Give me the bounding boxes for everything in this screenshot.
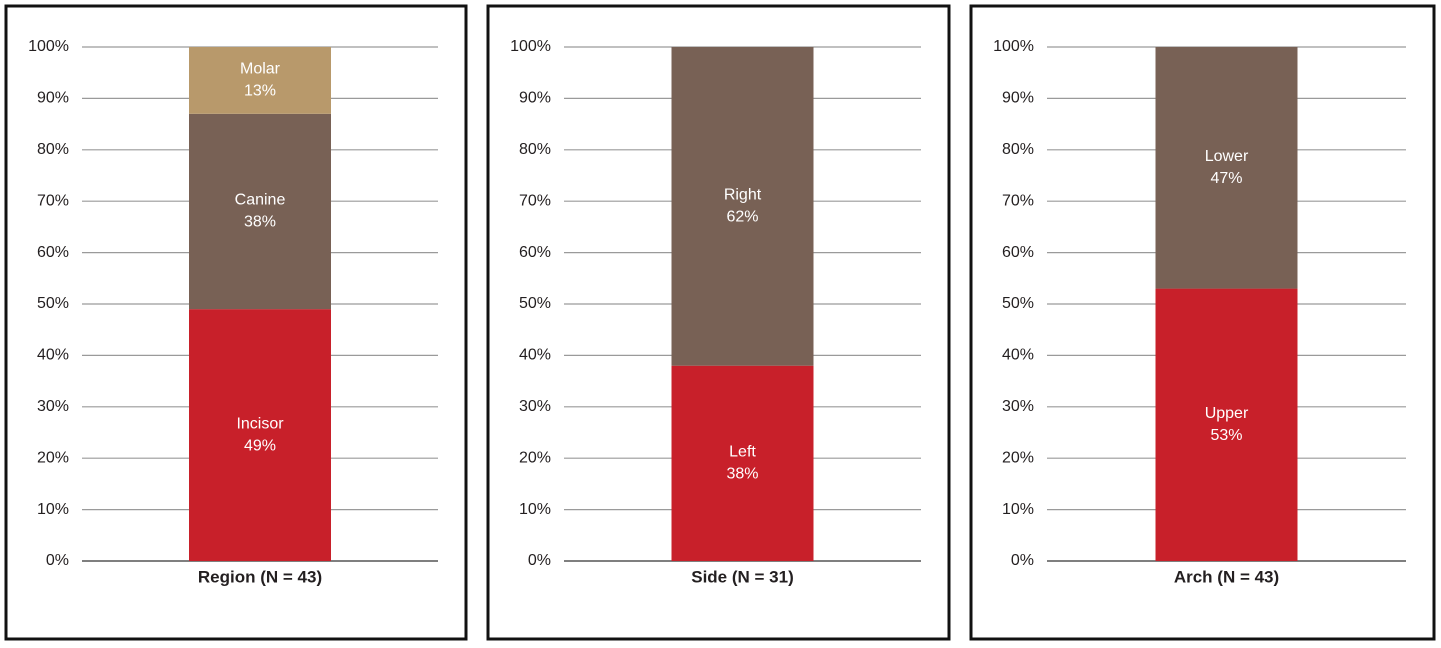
segment-value-label: 47%	[1210, 170, 1242, 187]
bar-segment	[671, 365, 814, 561]
y-tick-label: 70%	[37, 192, 69, 209]
bar-segment	[189, 113, 331, 310]
segment-name: Left	[729, 444, 756, 461]
y-tick-label: 0%	[46, 552, 69, 569]
y-tick-label: 40%	[1002, 347, 1034, 364]
bar-segment	[189, 47, 331, 114]
y-tick-label: 30%	[1002, 398, 1034, 415]
segment-value-label: 49%	[244, 437, 276, 454]
segment-name: Right	[724, 187, 762, 204]
y-tick-label: 20%	[37, 449, 69, 466]
y-tick-label: 40%	[519, 347, 551, 364]
panel-border	[4, 4, 468, 641]
segment-name: Upper	[1205, 405, 1249, 422]
y-tick-label: 20%	[519, 449, 551, 466]
y-tick-label: 10%	[1002, 501, 1034, 518]
y-tick-label: 50%	[37, 295, 69, 312]
y-tick-label: 10%	[519, 501, 551, 518]
y-tick-label: 60%	[37, 244, 69, 261]
segment-name: Lower	[1205, 148, 1249, 165]
y-tick-label: 50%	[1002, 295, 1034, 312]
y-tick-label: 90%	[37, 90, 69, 107]
panel-border	[969, 4, 1436, 641]
x-category-label: Region (N = 43)	[198, 567, 322, 586]
y-tick-label: 70%	[519, 192, 551, 209]
y-tick-label: 100%	[993, 38, 1034, 55]
x-category-label: Arch (N = 43)	[1174, 567, 1279, 586]
y-tick-label: 0%	[528, 552, 551, 569]
segment-name: Incisor	[236, 415, 284, 432]
segment-value-label: 13%	[244, 83, 276, 100]
y-tick-label: 90%	[1002, 90, 1034, 107]
y-tick-label: 60%	[519, 244, 551, 261]
y-tick-label: 70%	[1002, 192, 1034, 209]
y-tick-label: 50%	[519, 295, 551, 312]
y-tick-label: 40%	[37, 347, 69, 364]
y-tick-label: 90%	[519, 90, 551, 107]
bar-segment	[1155, 288, 1298, 561]
bar-segment	[1155, 47, 1298, 289]
segment-value-label: 62%	[726, 209, 758, 226]
y-tick-label: 30%	[37, 398, 69, 415]
y-tick-label: 100%	[28, 38, 69, 55]
chart-panel: 0% 10% 20% 30% 40% 50% 60% 70% 80% 90% 100% Side (N…	[486, 4, 951, 641]
segment-value-label: 38%	[244, 214, 276, 231]
y-tick-label: 60%	[1002, 244, 1034, 261]
x-category-label: Side (N = 31)	[691, 567, 794, 586]
segment-name: Molar	[240, 61, 281, 78]
segment-name: Canine	[235, 192, 286, 209]
bar-segment	[671, 47, 814, 366]
y-tick-label: 80%	[519, 141, 551, 158]
segment-value-label: 38%	[726, 466, 758, 483]
bar-segment	[189, 309, 331, 561]
segment-value-label: 53%	[1210, 427, 1242, 444]
y-tick-label: 30%	[519, 398, 551, 415]
panel-border	[486, 4, 951, 641]
y-tick-label: 80%	[1002, 141, 1034, 158]
chart-panel: 0% 10% 20% 30% 40% 50% 60% 70% 80% 90% 100% Arch (N…	[969, 4, 1436, 641]
y-tick-label: 0%	[1011, 552, 1034, 569]
y-tick-label: 80%	[37, 141, 69, 158]
y-tick-label: 100%	[510, 38, 551, 55]
chart-panel: 0% 10% 20% 30% 40% 50% 60% 70% 80% 90% 100% Region …	[4, 4, 468, 641]
y-tick-label: 20%	[1002, 449, 1034, 466]
y-tick-label: 10%	[37, 501, 69, 518]
